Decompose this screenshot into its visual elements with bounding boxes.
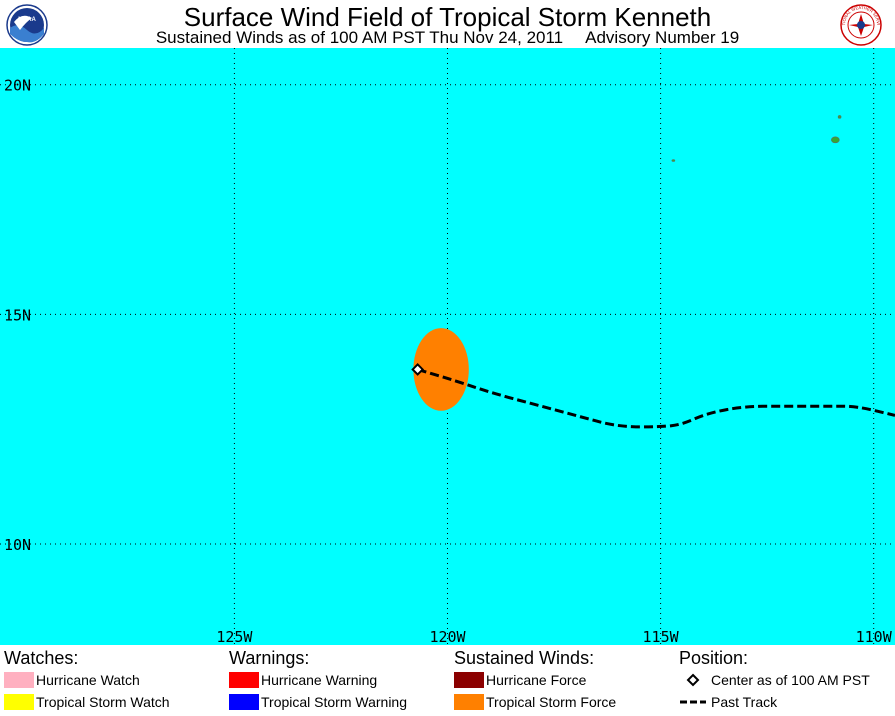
- map-legend: Watches: Hurricane Watch Tropical Storm …: [0, 645, 895, 716]
- legend-position-heading: Position:: [679, 648, 749, 668]
- tropical-storm-warning-swatch: [229, 694, 259, 710]
- lat-label-20N: 20N: [4, 77, 31, 95]
- lat-label-15N: 15N: [4, 306, 31, 324]
- lat-label-10N: 10N: [4, 536, 31, 554]
- lat-lon-grid: [0, 48, 895, 645]
- tropical-storm-force-label: Tropical Storm Force: [486, 694, 617, 710]
- storm-center: [411, 363, 425, 376]
- tropical-storm-force-wind-area: [413, 328, 469, 411]
- island-isla-san-benedicto: [837, 115, 842, 119]
- map-subtitle: Sustained Winds as of 100 AM PST Thu Nov…: [0, 28, 895, 48]
- tropical-storm-watch-swatch: [4, 694, 34, 710]
- legend-watches-heading: Watches:: [4, 648, 79, 668]
- storm-center-diamond-icon: [411, 363, 425, 376]
- hurricane-force-label: Hurricane Force: [486, 672, 587, 688]
- lon-label-120W: 120W: [429, 628, 466, 645]
- grid-labels: 20N 15N 10N 125W 120W 115W 110W: [4, 77, 893, 645]
- legend-warnings-heading: Warnings:: [229, 648, 310, 668]
- storm-map-canvas: 20N 15N 10N 125W 120W 115W 110W: [0, 48, 895, 645]
- national-weather-service-logo-icon: NATIONAL WEATHER SERVICE: [838, 0, 882, 46]
- hurricane-watch-label: Hurricane Watch: [36, 672, 140, 688]
- advisory-number: Advisory Number 19: [585, 28, 740, 47]
- map-header: NOAA Surface Wind Field of Tropical Stor…: [0, 0, 895, 48]
- noaa-logo-text: NOAA: [18, 17, 36, 23]
- lon-label-125W: 125W: [216, 628, 253, 645]
- island-isla-clarion: [671, 159, 676, 162]
- noaa-logo-icon: NOAA: [6, 4, 48, 46]
- hurricane-force-swatch: [454, 672, 484, 688]
- storm-map: 20N 15N 10N 125W 120W 115W 110W: [0, 48, 895, 645]
- wind-field: [413, 328, 469, 411]
- hurricane-warning-swatch: [229, 672, 259, 688]
- advisory-time: Sustained Winds as of 100 AM PST Thu Nov…: [155, 28, 564, 47]
- center-label: Center as of 100 AM PST: [711, 672, 870, 688]
- island-isla-socorro: [831, 136, 840, 144]
- diamond-icon: [686, 673, 700, 687]
- lon-label-110W: 110W: [856, 628, 893, 645]
- map-title: Surface Wind Field of Tropical Storm Ken…: [183, 2, 712, 32]
- islands: [671, 115, 842, 162]
- past-track-line: [417, 368, 895, 429]
- tropical-storm-watch-label: Tropical Storm Watch: [36, 694, 170, 710]
- past-track-label: Past Track: [711, 694, 778, 710]
- past-track: [417, 368, 895, 429]
- legend-winds-heading: Sustained Winds:: [454, 648, 595, 668]
- hurricane-warning-label: Hurricane Warning: [261, 672, 378, 688]
- dashed-line-icon: [680, 700, 706, 704]
- lon-label-115W: 115W: [643, 628, 680, 645]
- tropical-storm-warning-label: Tropical Storm Warning: [261, 694, 408, 710]
- hurricane-watch-swatch: [4, 672, 34, 688]
- tropical-storm-force-swatch: [454, 694, 484, 710]
